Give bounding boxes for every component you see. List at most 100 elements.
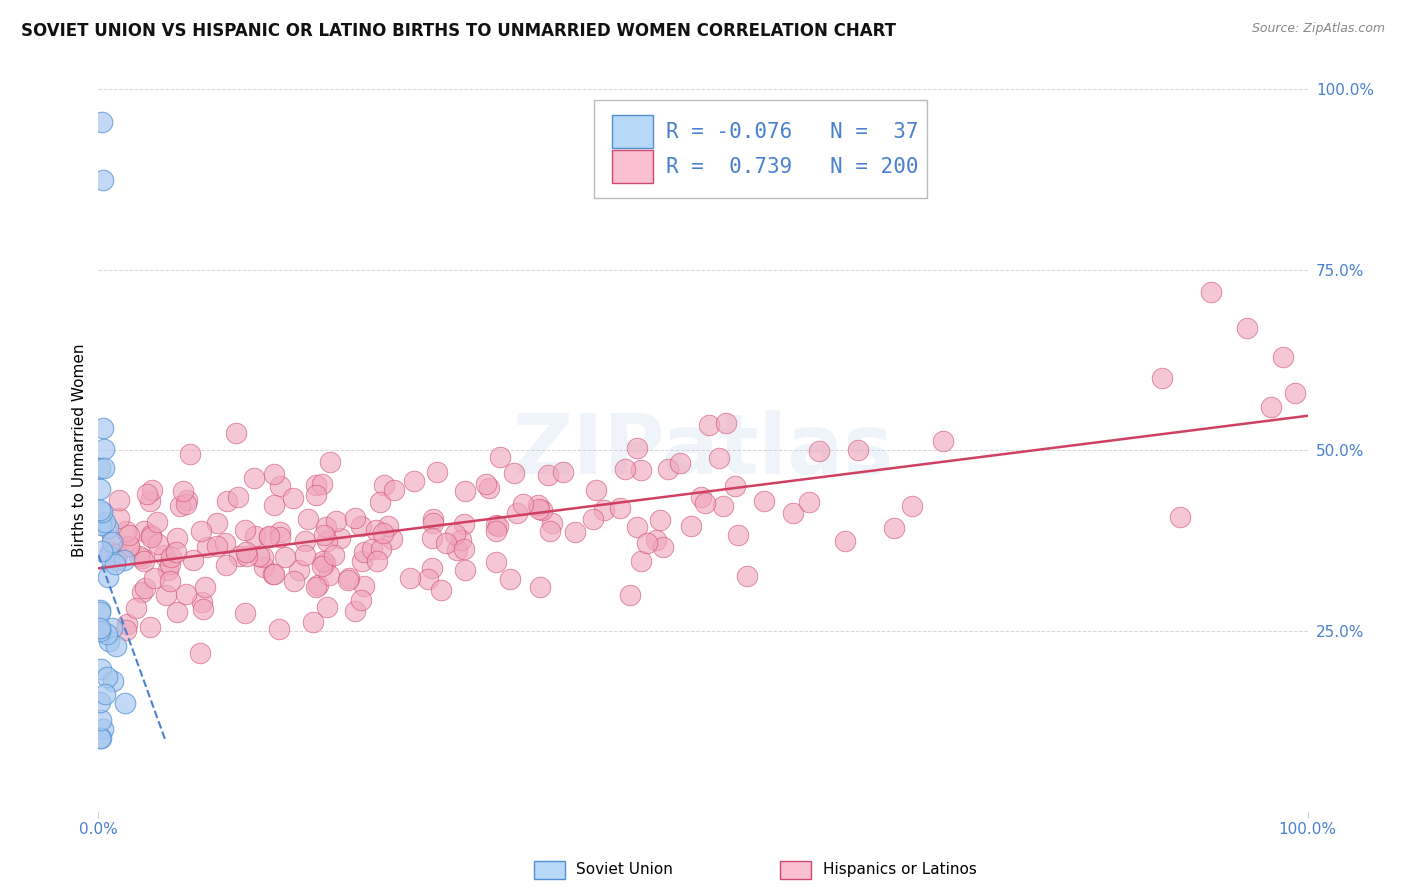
Point bbox=[475, 476, 498, 491]
Point bbox=[159, 574, 181, 589]
Point bbox=[269, 479, 291, 493]
Point bbox=[418, 572, 440, 586]
Point bbox=[304, 488, 326, 502]
Point bbox=[486, 519, 509, 533]
Point bbox=[225, 425, 247, 440]
Point bbox=[274, 549, 297, 564]
Point bbox=[262, 567, 284, 582]
Point bbox=[90, 713, 112, 727]
Point bbox=[89, 621, 111, 635]
Point bbox=[89, 731, 111, 746]
Text: Hispanics or Latinos: Hispanics or Latinos bbox=[823, 863, 976, 877]
Point bbox=[97, 570, 120, 584]
Text: R =  0.739   N = 200: R = 0.739 N = 200 bbox=[665, 156, 918, 177]
Point bbox=[353, 579, 375, 593]
Point bbox=[89, 695, 111, 709]
Point bbox=[512, 497, 534, 511]
Point bbox=[166, 532, 188, 546]
Point bbox=[134, 581, 156, 595]
Point bbox=[179, 447, 201, 461]
Point bbox=[669, 456, 692, 470]
Point bbox=[166, 606, 188, 620]
Point bbox=[235, 545, 257, 559]
Point bbox=[337, 571, 360, 585]
Point bbox=[454, 563, 477, 577]
Point bbox=[808, 444, 831, 458]
Point bbox=[609, 501, 631, 516]
Point bbox=[422, 512, 444, 526]
Point bbox=[96, 670, 118, 684]
Point bbox=[195, 540, 218, 554]
Point bbox=[89, 605, 111, 619]
Point bbox=[529, 580, 551, 594]
Point bbox=[366, 554, 388, 568]
Point bbox=[190, 524, 212, 538]
Point bbox=[434, 536, 457, 550]
Point bbox=[450, 533, 472, 547]
Point bbox=[91, 722, 114, 736]
Point bbox=[131, 550, 153, 565]
Point bbox=[139, 494, 162, 508]
Text: Source: ZipAtlas.com: Source: ZipAtlas.com bbox=[1251, 22, 1385, 36]
Point bbox=[714, 417, 737, 431]
Point bbox=[900, 500, 922, 514]
Point bbox=[104, 557, 127, 571]
Point bbox=[697, 417, 720, 432]
Point bbox=[207, 539, 229, 553]
Point bbox=[105, 640, 128, 654]
Point bbox=[283, 574, 305, 588]
Point bbox=[115, 524, 138, 538]
Point bbox=[128, 549, 150, 564]
Point bbox=[531, 503, 554, 517]
Point bbox=[1272, 350, 1295, 364]
Point bbox=[1199, 285, 1222, 299]
Text: SOVIET UNION VS HISPANIC OR LATINO BIRTHS TO UNMARRIED WOMEN CORRELATION CHART: SOVIET UNION VS HISPANIC OR LATINO BIRTH… bbox=[21, 22, 896, 40]
Point bbox=[90, 662, 112, 676]
Point bbox=[377, 519, 399, 533]
Point bbox=[350, 554, 373, 568]
Point bbox=[176, 492, 198, 507]
Point bbox=[214, 558, 236, 572]
Point bbox=[650, 513, 672, 527]
Point bbox=[169, 499, 191, 513]
Point bbox=[1152, 371, 1174, 385]
Point bbox=[159, 557, 181, 571]
Point bbox=[263, 467, 285, 482]
Point bbox=[101, 621, 124, 635]
Point bbox=[883, 521, 905, 535]
Point bbox=[257, 529, 280, 543]
Point bbox=[257, 530, 280, 544]
Point bbox=[314, 557, 336, 571]
Point bbox=[93, 461, 115, 475]
Point bbox=[114, 697, 136, 711]
Point bbox=[420, 561, 443, 575]
Point bbox=[152, 548, 174, 562]
Point bbox=[97, 521, 120, 535]
Point bbox=[727, 528, 749, 542]
Point bbox=[319, 455, 342, 469]
Point bbox=[1236, 320, 1258, 334]
Point bbox=[141, 483, 163, 497]
Point bbox=[125, 600, 148, 615]
Point bbox=[294, 548, 316, 562]
Point bbox=[370, 542, 392, 557]
Point bbox=[228, 549, 250, 563]
FancyBboxPatch shape bbox=[613, 115, 654, 148]
Point bbox=[626, 520, 648, 534]
Point bbox=[314, 527, 336, 541]
Point bbox=[322, 548, 344, 562]
Point bbox=[115, 617, 138, 632]
Point bbox=[105, 553, 128, 567]
Point bbox=[446, 542, 468, 557]
Point bbox=[453, 483, 475, 498]
Point bbox=[329, 532, 352, 546]
Point bbox=[312, 554, 335, 568]
Point bbox=[503, 467, 526, 481]
Point bbox=[350, 519, 373, 533]
Point bbox=[101, 535, 124, 549]
Point bbox=[846, 442, 869, 457]
Point bbox=[155, 588, 177, 602]
Point bbox=[398, 571, 420, 585]
Point bbox=[316, 600, 339, 615]
Point bbox=[138, 620, 160, 634]
